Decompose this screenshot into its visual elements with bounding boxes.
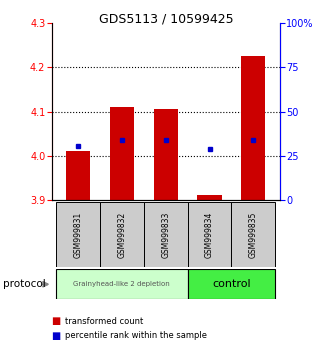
Text: Grainyhead-like 2 depletion: Grainyhead-like 2 depletion bbox=[73, 281, 170, 287]
Text: ■: ■ bbox=[52, 316, 61, 326]
Bar bbox=[197, 195, 221, 200]
Bar bbox=[66, 152, 90, 200]
FancyBboxPatch shape bbox=[144, 202, 187, 267]
Text: ■: ■ bbox=[52, 331, 61, 341]
Text: GSM999833: GSM999833 bbox=[161, 211, 170, 258]
Text: transformed count: transformed count bbox=[65, 317, 143, 326]
Text: GSM999832: GSM999832 bbox=[117, 211, 126, 258]
Bar bbox=[110, 107, 134, 200]
Text: GSM999831: GSM999831 bbox=[74, 211, 83, 258]
Text: percentile rank within the sample: percentile rank within the sample bbox=[65, 331, 207, 340]
FancyBboxPatch shape bbox=[231, 202, 275, 267]
Text: GSM999834: GSM999834 bbox=[205, 211, 214, 258]
Text: GSM999835: GSM999835 bbox=[249, 211, 258, 258]
Text: control: control bbox=[212, 279, 251, 289]
FancyBboxPatch shape bbox=[187, 269, 275, 299]
FancyBboxPatch shape bbox=[187, 202, 231, 267]
FancyBboxPatch shape bbox=[56, 269, 187, 299]
FancyBboxPatch shape bbox=[100, 202, 144, 267]
Bar bbox=[154, 109, 178, 200]
Text: protocol: protocol bbox=[3, 279, 46, 289]
Text: GDS5113 / 10599425: GDS5113 / 10599425 bbox=[99, 12, 234, 25]
FancyBboxPatch shape bbox=[56, 202, 100, 267]
Bar bbox=[241, 56, 265, 200]
